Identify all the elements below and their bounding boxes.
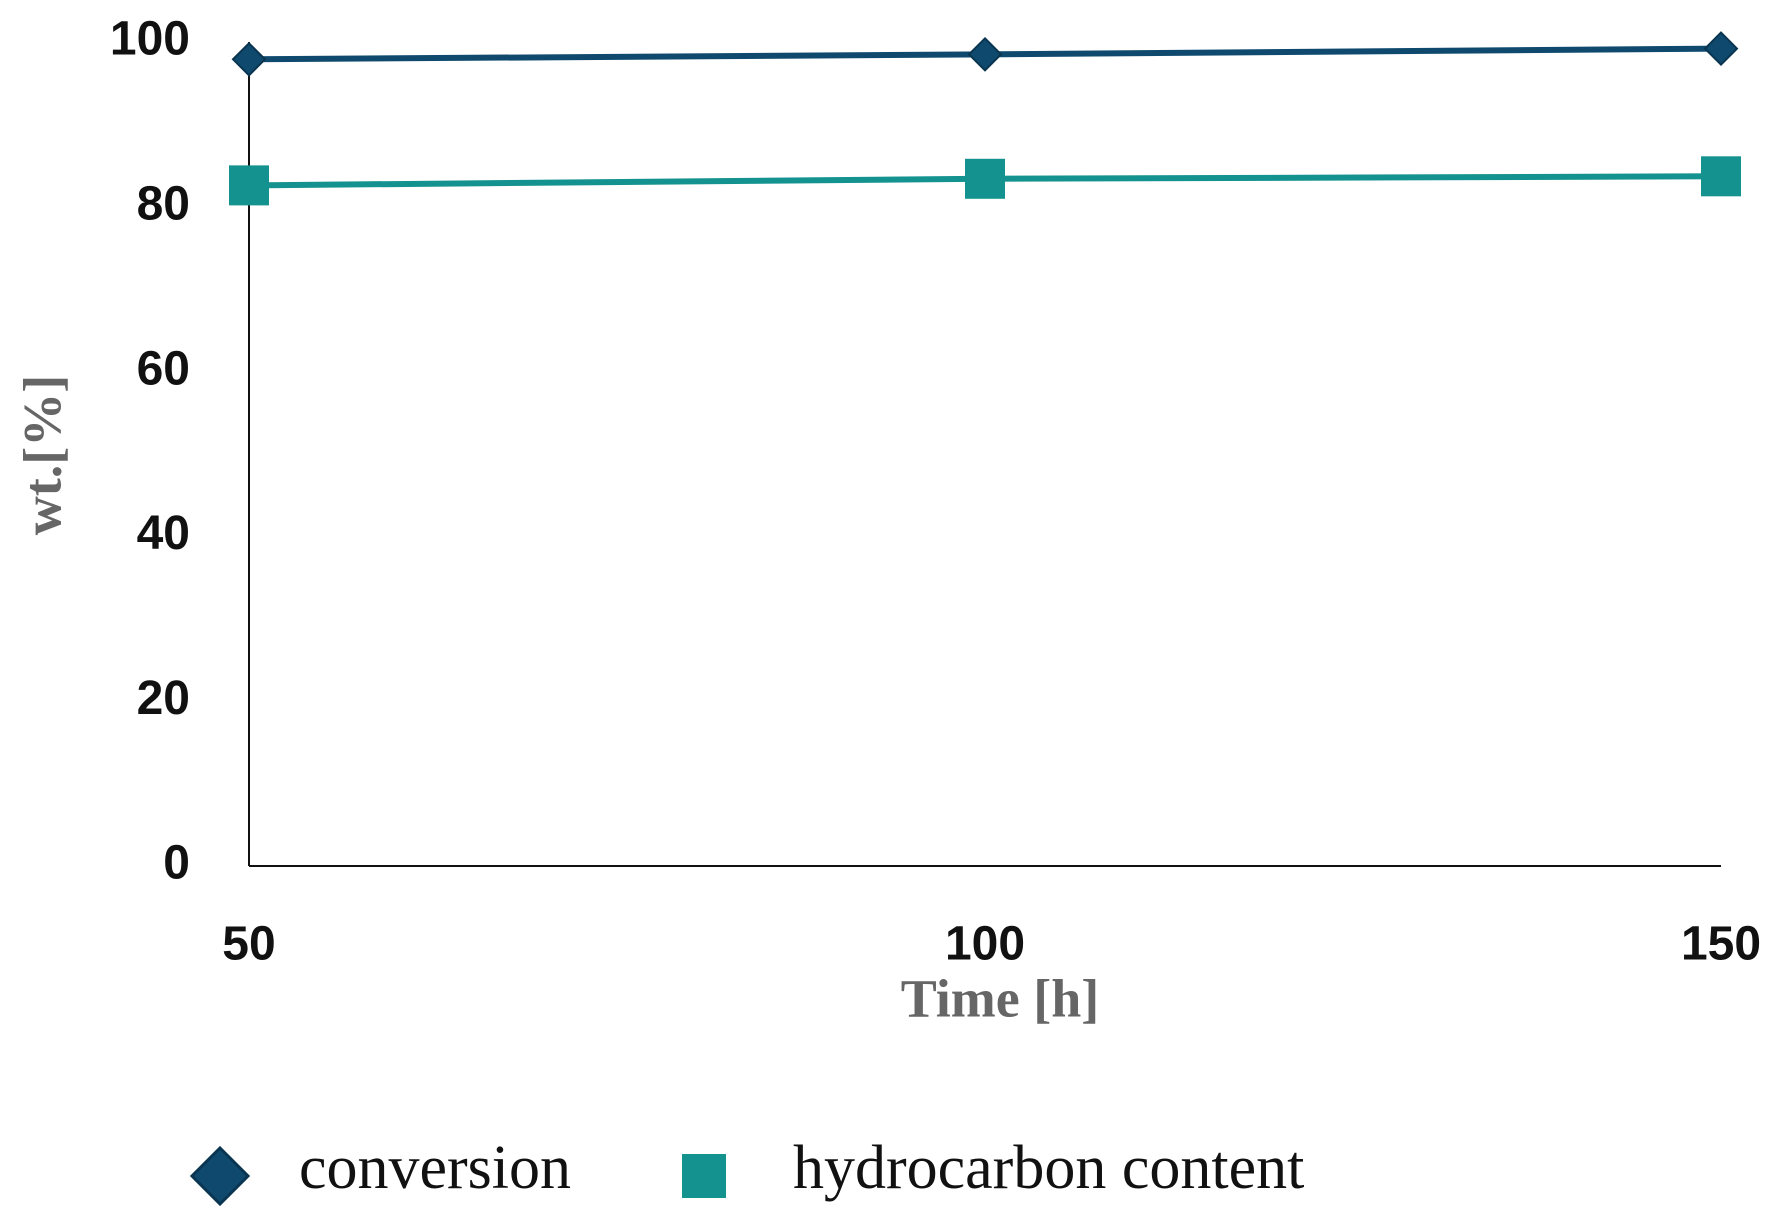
legend-marker	[682, 1154, 726, 1198]
y-tick-label: 40	[137, 507, 190, 560]
marker	[229, 165, 269, 206]
y-tick-label: 0	[163, 837, 190, 890]
legend-label: conversion	[299, 1134, 571, 1202]
x-tick-label: 100	[945, 918, 1025, 971]
marker	[231, 41, 267, 77]
marker	[965, 158, 1005, 199]
y-tick-label: 20	[137, 672, 190, 725]
x-tick-label: 150	[1681, 918, 1761, 971]
marker	[1701, 156, 1741, 197]
y-tick-label: 60	[137, 342, 190, 395]
marker	[1703, 31, 1739, 67]
marker	[967, 36, 1003, 72]
y-axis-label: wt.[%]	[12, 375, 72, 535]
y-tick-label: 100	[110, 13, 190, 66]
legend-marker	[189, 1145, 251, 1207]
legend-label: hydrocarbon content	[793, 1134, 1304, 1202]
x-axis-label: Time [h]	[901, 968, 1100, 1028]
y-tick-label: 80	[137, 177, 190, 230]
x-tick-label: 50	[222, 918, 275, 971]
